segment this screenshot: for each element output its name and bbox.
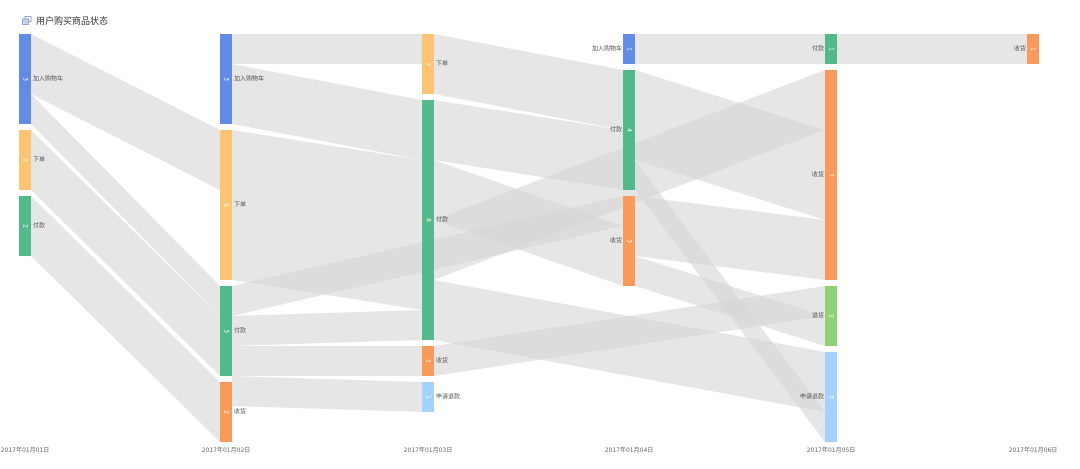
node-name-label: 收货 xyxy=(436,357,448,365)
node-value-label: 3 xyxy=(828,395,835,399)
sankey-node-b0[interactable] xyxy=(19,130,31,190)
sankey-link-d3-d4[interactable] xyxy=(635,196,825,280)
sankey-node-a0[interactable] xyxy=(19,34,31,124)
column-date-label: 2017年01月03日 xyxy=(404,446,453,454)
sankey-link-d3-e4[interactable] xyxy=(635,256,825,346)
node-name-label: 下单 xyxy=(436,60,448,68)
sankey-node-c0[interactable] xyxy=(19,196,31,256)
sankey-node-c4[interactable] xyxy=(825,34,837,64)
sankey-link-c1-d2[interactable] xyxy=(232,346,422,376)
node-name-label: 下单 xyxy=(234,201,246,209)
links xyxy=(31,34,1027,442)
sankey-node-d2[interactable] xyxy=(422,346,434,376)
sankey-node-e4[interactable] xyxy=(825,286,837,346)
sankey-link-c0-d1[interactable] xyxy=(31,196,220,442)
node-value-label: 1 xyxy=(425,395,432,399)
sankey-link-a0-b1[interactable] xyxy=(31,34,220,190)
node-value-label: 1 xyxy=(626,47,633,51)
sankey-link-a1-c2[interactable] xyxy=(232,64,422,160)
node-name-label: 付款 xyxy=(436,216,448,224)
sankey-link-a3-c4[interactable] xyxy=(635,34,825,64)
node-value-label: 7 xyxy=(828,173,835,177)
node-name-label: 申请退款 xyxy=(800,393,824,401)
nodes: 3 加入购物车 2 下单 2 付款 3 加入购物车 5 下单 3 付款 2 收货 2 下单 8 付款 1 收货 1 申请退… xyxy=(19,34,1039,442)
node-value-label: 1 xyxy=(828,47,835,51)
column-date-label: 2017年01月02日 xyxy=(202,446,251,454)
node-value-label: 8 xyxy=(425,218,432,222)
node-name-label: 付款 xyxy=(812,45,824,53)
node-value-label: 2 xyxy=(425,62,432,66)
sankey-link-b0-c1[interactable] xyxy=(31,130,220,376)
sankey-node-c3[interactable] xyxy=(623,70,635,190)
chart-title: 用户购买商品状态 xyxy=(22,14,108,27)
node-name-label: 付款 xyxy=(33,222,45,230)
node-value-label: 1 xyxy=(1030,47,1037,51)
sankey-node-f4[interactable] xyxy=(825,352,837,442)
node-name-label: 退货 xyxy=(812,312,824,320)
node-name-label: 收货 xyxy=(234,408,246,416)
sankey-link-c4-d5[interactable] xyxy=(837,34,1027,64)
node-value-label: 5 xyxy=(223,203,230,207)
node-name-label: 收货 xyxy=(1014,45,1026,53)
node-name-label: 付款 xyxy=(610,126,622,134)
node-value-label: 2 xyxy=(223,410,230,414)
sankey-link-c1-c2[interactable] xyxy=(232,310,422,346)
node-name-label: 付款 xyxy=(234,327,246,335)
layers-icon xyxy=(22,16,32,25)
column-date-label: 2017年01月04日 xyxy=(605,446,654,454)
sankey-node-a1[interactable] xyxy=(220,34,232,124)
sankey-node-d3[interactable] xyxy=(623,196,635,286)
sankey-node-c1[interactable] xyxy=(220,286,232,376)
sankey-node-d4[interactable] xyxy=(825,70,837,280)
node-value-label: 3 xyxy=(626,239,633,243)
node-name-label: 加入购物车 xyxy=(592,45,622,53)
node-name-label: 下单 xyxy=(33,156,45,164)
sankey-link-a0-c1[interactable] xyxy=(31,94,220,316)
node-value-label: 2 xyxy=(22,158,29,162)
node-value-label: 1 xyxy=(425,359,432,363)
node-value-label: 3 xyxy=(223,329,230,333)
node-name-label: 收货 xyxy=(610,237,622,245)
sankey-link-c3-d4[interactable] xyxy=(635,70,825,220)
sankey-node-a3[interactable] xyxy=(623,34,635,64)
column-date-label: 2017年01月01日 xyxy=(1,446,50,454)
node-name-label: 加入购物车 xyxy=(33,75,63,83)
sankey-node-b2[interactable] xyxy=(422,34,434,94)
column-date-label: 2017年01月06日 xyxy=(1009,446,1058,454)
node-value-label: 4 xyxy=(626,128,633,132)
sankey-link-b2-c3[interactable] xyxy=(434,34,623,130)
node-value-label: 3 xyxy=(223,77,230,81)
sankey-node-c2[interactable] xyxy=(422,100,434,340)
sankey-link-a1-b2[interactable] xyxy=(232,34,422,64)
column-date-label: 2017年01月05日 xyxy=(807,446,856,454)
sankey-node-b1[interactable] xyxy=(220,130,232,280)
sankey-node-f2[interactable] xyxy=(422,382,434,412)
node-name-label: 加入购物车 xyxy=(234,75,264,83)
node-name-label: 收货 xyxy=(812,171,824,179)
node-value-label: 3 xyxy=(22,77,29,81)
sankey-link-c1-f2[interactable] xyxy=(232,376,422,412)
sankey-node-d1[interactable] xyxy=(220,382,232,442)
sankey-node-d5[interactable] xyxy=(1027,34,1039,64)
chart-title-text: 用户购买商品状态 xyxy=(36,17,109,27)
node-name-label: 申请退款 xyxy=(436,393,460,401)
node-value-label: 2 xyxy=(22,224,29,228)
node-value-label: 2 xyxy=(828,314,835,318)
